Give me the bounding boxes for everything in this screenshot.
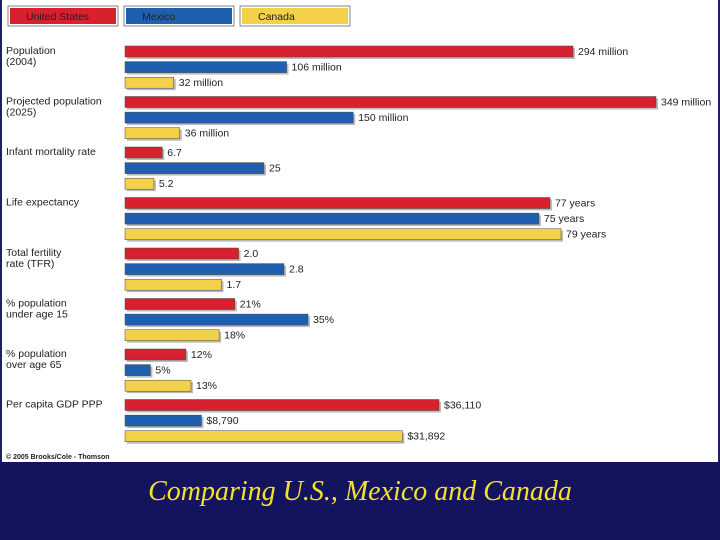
legend-box-united-states <box>7 5 119 27</box>
group-label: Projected population <box>6 96 102 108</box>
bar-value-label: 35% <box>313 314 334 326</box>
group-label: rate (TFR) <box>6 258 54 270</box>
legend-swatch-united-states <box>10 8 116 24</box>
bar-value-label: 106 million <box>292 62 342 74</box>
group-label: over age 65 <box>6 359 62 371</box>
bar-value-label: 77 years <box>555 198 595 210</box>
bar-canada <box>124 228 562 240</box>
legend-box-canada <box>239 5 351 27</box>
bar-canada <box>124 278 222 291</box>
group-label: under age 15 <box>6 309 68 321</box>
bar-value-label: 32 million <box>179 77 224 89</box>
bar-mexico <box>124 414 202 427</box>
bar-value-label: 79 years <box>566 229 606 241</box>
slide-border-left <box>0 0 2 462</box>
legend-swatch-canada <box>242 8 348 24</box>
slide-border-right <box>718 0 720 462</box>
bar-value-label: 349 million <box>661 97 711 109</box>
bar-mexico <box>124 111 354 124</box>
bar-value-label: 150 million <box>358 112 408 124</box>
bar-mexico <box>124 313 309 326</box>
bar-united-states <box>124 399 440 411</box>
bar-united-states <box>124 45 574 58</box>
bar-value-label: 12% <box>191 349 212 361</box>
legend-label-united-states: United States <box>26 11 89 23</box>
bar-canada <box>124 379 192 392</box>
bar-value-label: 75 years <box>544 213 584 225</box>
bar-mexico <box>124 263 285 275</box>
bar-value-label: 6.7 <box>167 147 182 159</box>
bar-value-label: $31,892 <box>407 431 445 443</box>
bar-value-label: $36,110 <box>444 400 481 412</box>
group-label: (2004) <box>6 56 36 68</box>
legend-box-mexico <box>123 5 235 27</box>
bar-mexico <box>124 61 287 73</box>
title-banner <box>0 462 720 540</box>
bar-canada <box>124 127 181 139</box>
legend-swatch-mexico <box>126 8 232 24</box>
bar-value-label: 13% <box>196 380 217 392</box>
bar-united-states <box>124 146 163 159</box>
legend-label-canada: Canada <box>258 11 295 23</box>
bar-value-label: 36 million <box>185 128 230 140</box>
bar-value-label: 18% <box>224 330 245 342</box>
bar-united-states <box>124 197 551 209</box>
bar-canada <box>124 76 175 89</box>
bar-canada <box>124 329 220 341</box>
group-label: Population <box>6 45 56 57</box>
bar-value-label: 1.7 <box>227 279 242 291</box>
group-label: Life expectancy <box>6 197 80 209</box>
bar-value-label: 5.2 <box>159 178 174 190</box>
group-label: Infant mortality rate <box>6 146 96 158</box>
bar-canada <box>124 430 403 442</box>
bar-value-label: 2.0 <box>244 248 259 260</box>
bar-united-states <box>124 298 236 310</box>
group-label: Per capita GDP PPP <box>6 399 103 411</box>
group-label: (2025) <box>6 107 36 119</box>
bar-united-states <box>124 348 187 361</box>
legend-label-mexico: Mexico <box>142 11 175 23</box>
group-label: % population <box>6 348 67 360</box>
bar-value-label: $8,790 <box>206 415 238 427</box>
group-label: % population <box>6 298 67 310</box>
bar-value-label: 25 <box>269 163 281 175</box>
bar-mexico <box>124 162 265 174</box>
bar-value-label: 2.8 <box>289 264 304 276</box>
bar-value-label: 21% <box>240 299 261 311</box>
group-label: Total fertility <box>6 247 62 259</box>
bar-united-states <box>124 96 657 108</box>
bar-value-label: 5% <box>155 365 170 377</box>
bar-canada <box>124 177 155 190</box>
bar-united-states <box>124 247 239 260</box>
bar-value-label: 294 million <box>578 46 628 58</box>
slide-title: Comparing U.S., Mexico and Canada <box>148 476 572 507</box>
copyright-text: © 2005 Brooks/Cole - Thomson <box>6 453 110 461</box>
comparison-bar-chart: United States Mexico Canada Population(2004… <box>6 5 711 461</box>
bar-mexico <box>124 212 540 225</box>
bar-mexico <box>124 364 151 376</box>
